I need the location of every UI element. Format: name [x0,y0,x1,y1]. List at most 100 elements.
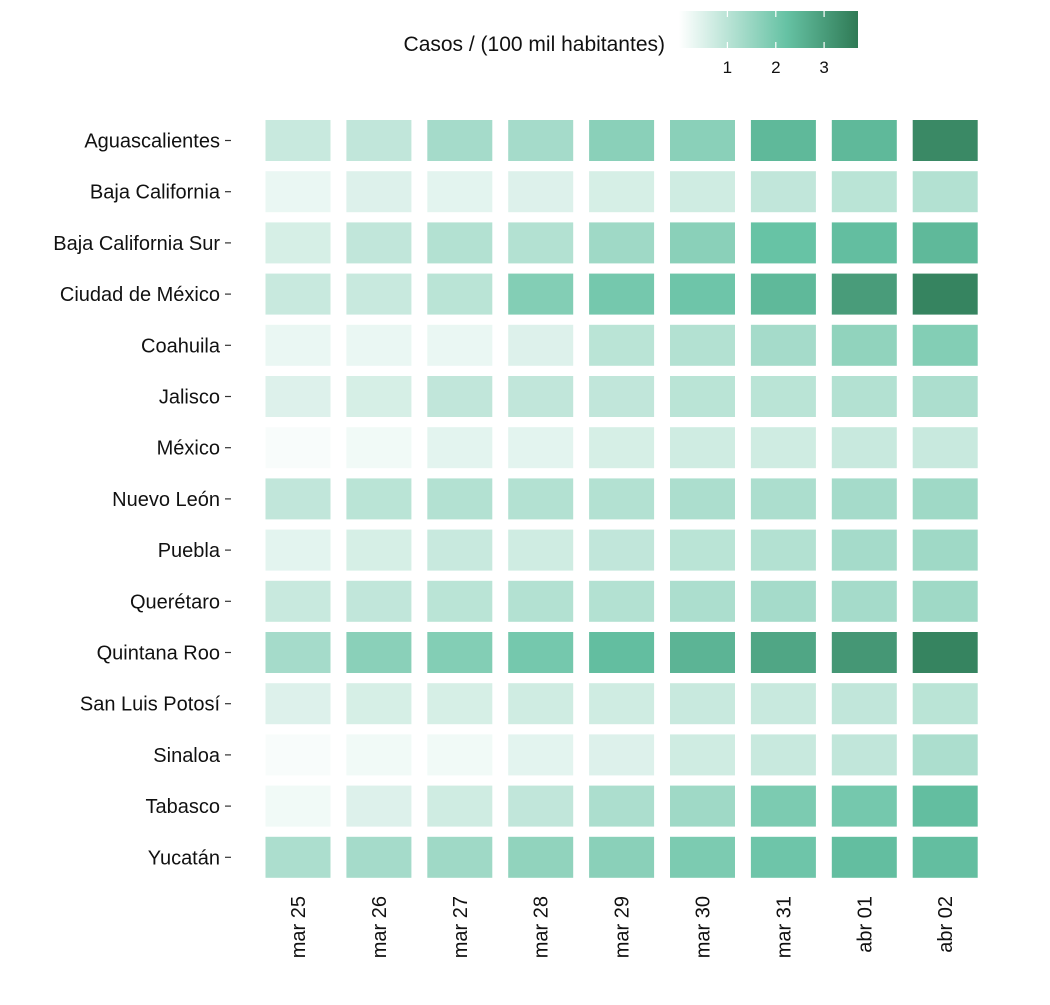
heatmap-cell [831,632,897,673]
heatmap-cell [912,324,978,366]
heatmap-cell [265,120,331,161]
heatmap-cell [912,529,978,571]
heatmap-cell [508,222,574,264]
heatmap-cell [750,273,816,315]
heatmap-cell [427,376,493,417]
heatmap-cell [508,632,574,673]
heatmap-cell [265,734,331,776]
heatmap-cell [831,273,897,315]
heatmap-cell [670,478,735,520]
heatmap-cell [589,734,655,776]
heatmap-cell [750,376,816,417]
heatmap-cell [831,427,897,469]
heatmap-cell [346,427,412,469]
heatmap-cell [670,836,735,878]
row-label: México [157,438,220,460]
heatmap-cell [508,683,574,725]
heatmap-cell [346,529,412,571]
heatmap-cell [427,324,493,366]
heatmap-cell [427,632,493,673]
heatmap-cell [265,580,331,622]
column-label: mar 29 [612,896,634,958]
heatmap-cell [912,120,978,161]
column-label: mar 28 [531,896,553,958]
heatmap-cell [831,836,897,878]
heatmap-cell [427,836,493,878]
row-label: Yucatán [148,847,220,869]
heatmap-cell [427,120,493,161]
heatmap-cell [750,171,816,213]
heatmap-cell [912,785,978,827]
heatmap-cell [265,478,331,520]
heatmap-cell [750,632,816,673]
heatmap-cell [508,427,574,469]
heatmap-cell [346,683,412,725]
heatmap-cell [508,734,574,776]
heatmap-cell [831,324,897,366]
heatmap-cell [670,273,735,315]
heatmap-cell [750,120,816,161]
heatmap-cell [589,324,655,366]
legend-tick-label: 2 [771,58,780,77]
heatmap-cell [508,836,574,878]
heatmap-cell [346,171,412,213]
heatmap-cell [265,427,331,469]
heatmap-cell [427,683,493,725]
heatmap-cell [750,683,816,725]
heatmap-cell [831,683,897,725]
heatmap-cell [750,222,816,264]
heatmap-cell [508,324,574,366]
heatmap-cell [346,222,412,264]
heatmap-cell [670,632,735,673]
heatmap-cell [346,478,412,520]
column-label: mar 25 [288,896,310,958]
heatmap-cell [831,785,897,827]
heatmap-cell [831,529,897,571]
heatmap-cell [831,376,897,417]
heatmap-cell [750,529,816,571]
column-label: mar 26 [369,896,391,958]
legend-title: Casos / (100 mil habitantes) [404,33,665,56]
heatmap-cell [508,120,574,161]
heatmap-cell [589,836,655,878]
heatmap-cell [670,376,735,417]
heatmap-cell [750,427,816,469]
heatmap-cells [265,120,978,878]
heatmap-cell [589,273,655,315]
heatmap-cell [427,529,493,571]
heatmap-cell [912,632,978,673]
heatmap-cell [508,478,574,520]
heatmap-cell [750,478,816,520]
heatmap-cell [265,836,331,878]
heatmap-cell [670,427,735,469]
heatmap-cell [589,478,655,520]
heatmap-cell [670,683,735,725]
heatmap-cell [508,580,574,622]
heatmap-cell [427,273,493,315]
column-labels: mar 25 mar 26 mar 27 mar 28 mar 29 mar 30 mar … [288,896,957,958]
heatmap-cell [508,273,574,315]
row-labels: Aguascalientes Baja California Baja Califo… [53,131,231,869]
heatmap-cell [346,120,412,161]
heatmap-cell [670,171,735,213]
heatmap-cell [265,785,331,827]
heatmap-cell [912,427,978,469]
heatmap-cell [912,580,978,622]
column-label: abr 02 [935,896,957,953]
heatmap-cell [912,683,978,725]
column-label: mar 27 [450,896,472,958]
heatmap-cell [750,785,816,827]
heatmap-cell [427,171,493,213]
heatmap-cell [750,324,816,366]
heatmap-cell [427,734,493,776]
column-label: mar 31 [773,896,795,958]
legend-color-bar [679,11,858,48]
heatmap-cell [912,273,978,315]
heatmap-cell [265,171,331,213]
heatmap-cell [589,580,655,622]
heatmap-cell [508,785,574,827]
column-label: abr 01 [854,896,876,953]
heatmap-cell [265,324,331,366]
heatmap-cell [265,222,331,264]
heatmap-cell [508,376,574,417]
